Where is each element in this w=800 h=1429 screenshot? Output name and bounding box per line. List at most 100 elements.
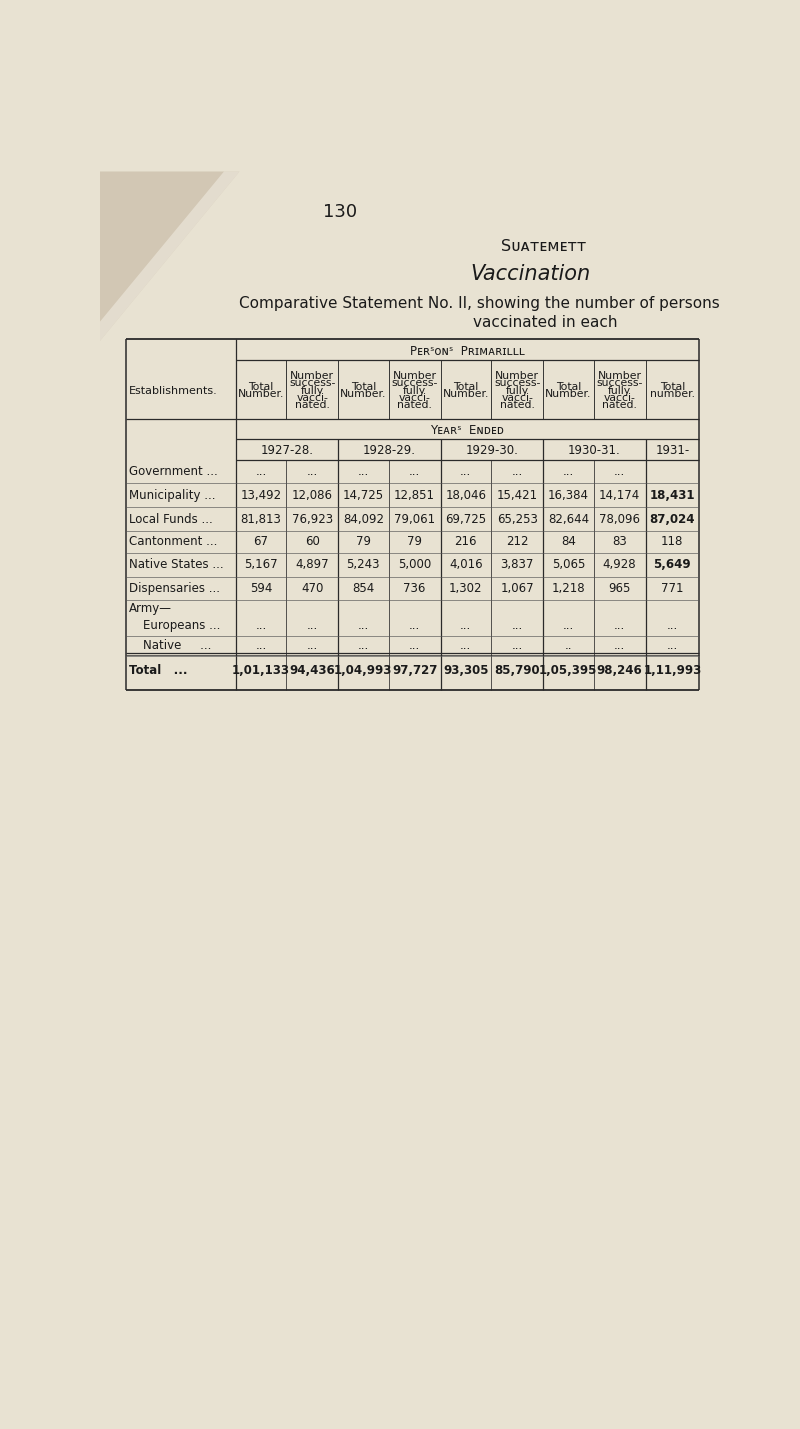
- Text: Number: Number: [290, 372, 334, 382]
- Text: 118: 118: [661, 536, 683, 549]
- Text: ...: ...: [511, 639, 522, 652]
- Text: ...: ...: [562, 466, 574, 479]
- Text: ...: ...: [306, 466, 318, 479]
- Text: 81,813: 81,813: [241, 513, 282, 526]
- Text: 3,837: 3,837: [501, 559, 534, 572]
- Text: ...: ...: [409, 466, 420, 479]
- Text: 84,092: 84,092: [343, 513, 384, 526]
- Text: ...: ...: [255, 466, 266, 479]
- Text: 1,11,993: 1,11,993: [643, 664, 702, 677]
- Text: Government ...: Government ...: [129, 466, 218, 479]
- Text: vacci-: vacci-: [398, 393, 430, 403]
- Text: Total: Total: [454, 382, 478, 392]
- Text: Europeans ...: Europeans ...: [142, 619, 220, 632]
- Text: Establishments.: Establishments.: [129, 386, 218, 396]
- Text: 736: 736: [403, 582, 426, 594]
- Text: 1,05,395: 1,05,395: [539, 664, 598, 677]
- Text: 18,431: 18,431: [650, 489, 695, 502]
- Text: vacci-: vacci-: [501, 393, 533, 403]
- Text: vacci-: vacci-: [296, 393, 328, 403]
- Text: 84: 84: [561, 536, 576, 549]
- Text: Vaccination: Vaccination: [470, 264, 590, 284]
- Text: Number: Number: [495, 372, 539, 382]
- Text: Number.: Number.: [238, 389, 284, 399]
- Text: ...: ...: [358, 619, 369, 632]
- Text: 1,01,133: 1,01,133: [232, 664, 290, 677]
- Text: ..: ..: [565, 639, 572, 652]
- Text: 83: 83: [612, 536, 627, 549]
- Text: 4,897: 4,897: [295, 559, 329, 572]
- Text: 5,243: 5,243: [346, 559, 380, 572]
- Text: 16,384: 16,384: [548, 489, 589, 502]
- Text: Total: Total: [350, 382, 376, 392]
- Text: 97,727: 97,727: [392, 664, 438, 677]
- Text: Number: Number: [393, 372, 437, 382]
- Text: Comparative Statement No. II, showing the number of persons: Comparative Statement No. II, showing th…: [239, 296, 720, 312]
- Text: ...: ...: [666, 619, 678, 632]
- Text: 65,253: 65,253: [497, 513, 538, 526]
- Text: vaccinated in each: vaccinated in each: [474, 314, 618, 330]
- Text: ...: ...: [460, 466, 471, 479]
- Text: Municipality ...: Municipality ...: [129, 489, 215, 502]
- Text: ...: ...: [409, 639, 420, 652]
- Text: ...: ...: [460, 639, 471, 652]
- Text: 15,421: 15,421: [497, 489, 538, 502]
- Text: fully: fully: [608, 386, 631, 396]
- Text: 79: 79: [407, 536, 422, 549]
- Text: 130: 130: [323, 203, 358, 220]
- Text: 14,174: 14,174: [599, 489, 640, 502]
- Text: ...: ...: [614, 466, 626, 479]
- Text: Army—: Army—: [129, 602, 172, 614]
- Text: success-: success-: [494, 379, 540, 389]
- Text: ...: ...: [614, 639, 626, 652]
- Text: Total: Total: [556, 382, 581, 392]
- Text: 82,644: 82,644: [548, 513, 589, 526]
- Text: 1,218: 1,218: [551, 582, 585, 594]
- Text: ...: ...: [460, 619, 471, 632]
- Text: 470: 470: [301, 582, 323, 594]
- Text: 12,851: 12,851: [394, 489, 435, 502]
- Text: 1928-29.: 1928-29.: [363, 444, 416, 457]
- Text: success-: success-: [289, 379, 335, 389]
- Text: ...: ...: [358, 466, 369, 479]
- Text: 87,024: 87,024: [650, 513, 695, 526]
- Text: success-: success-: [597, 379, 642, 389]
- Text: ...: ...: [409, 619, 420, 632]
- Text: 60: 60: [305, 536, 319, 549]
- Text: 1,04,993: 1,04,993: [334, 664, 393, 677]
- Text: 1931-: 1931-: [655, 444, 690, 457]
- Text: 594: 594: [250, 582, 272, 594]
- Text: 5,065: 5,065: [552, 559, 585, 572]
- Text: 1929-30.: 1929-30.: [466, 444, 518, 457]
- Text: 93,305: 93,305: [443, 664, 489, 677]
- Text: Number.: Number.: [545, 389, 591, 399]
- Text: ...: ...: [358, 639, 369, 652]
- Text: Total: Total: [660, 382, 685, 392]
- Text: Number.: Number.: [340, 389, 386, 399]
- Text: 67: 67: [254, 536, 268, 549]
- Text: 4,016: 4,016: [449, 559, 482, 572]
- Text: nated.: nated.: [500, 400, 534, 410]
- Text: Dispensaries ...: Dispensaries ...: [129, 582, 220, 594]
- Text: ...: ...: [255, 619, 266, 632]
- Text: 79: 79: [356, 536, 371, 549]
- Text: 5,000: 5,000: [398, 559, 431, 572]
- Text: Number.: Number.: [442, 389, 489, 399]
- Text: ...: ...: [306, 639, 318, 652]
- Text: nated.: nated.: [294, 400, 330, 410]
- Text: Sᴜᴀᴛᴇᴍᴇᴛᴛ: Sᴜᴀᴛᴇᴍᴇᴛᴛ: [502, 239, 586, 254]
- Text: 1,302: 1,302: [449, 582, 482, 594]
- Text: success-: success-: [391, 379, 438, 389]
- Text: ...: ...: [511, 466, 522, 479]
- Text: 5,649: 5,649: [654, 559, 691, 572]
- Text: 14,725: 14,725: [343, 489, 384, 502]
- Text: Pᴇʀˢᴏɴˢ  Pʀɪᴍᴀʀɪʟʟʟ: Pᴇʀˢᴏɴˢ Pʀɪᴍᴀʀɪʟʟʟ: [410, 346, 525, 359]
- Text: ...: ...: [511, 619, 522, 632]
- Text: 13,492: 13,492: [240, 489, 282, 502]
- Text: fully: fully: [506, 386, 529, 396]
- Text: 212: 212: [506, 536, 528, 549]
- Text: 94,436: 94,436: [290, 664, 335, 677]
- Polygon shape: [100, 171, 239, 342]
- Text: nated.: nated.: [397, 400, 432, 410]
- Text: ...: ...: [306, 619, 318, 632]
